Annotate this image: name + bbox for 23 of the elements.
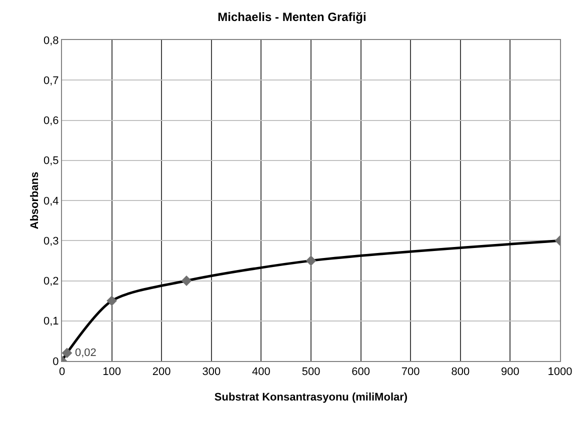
x-tick-label: 200 bbox=[152, 366, 171, 378]
y-tick-label: 0,6 bbox=[44, 115, 59, 128]
x-tick-label: 600 bbox=[352, 366, 370, 378]
y-tick-label: 0,4 bbox=[44, 195, 59, 208]
x-tick-label: 500 bbox=[302, 366, 320, 378]
y-tick-label: 0,5 bbox=[44, 155, 59, 168]
x-axis-title: Substrat Konsantrasyonu (miliMolar) bbox=[214, 391, 408, 404]
x-tick-label: 700 bbox=[401, 366, 420, 378]
y-tick-label: 0 bbox=[52, 356, 59, 368]
data-label: 0,02 bbox=[75, 347, 96, 359]
x-tick-label: 900 bbox=[501, 366, 520, 378]
x-tick-label: 100 bbox=[102, 366, 121, 378]
y-tick-label: 0,8 bbox=[44, 34, 59, 47]
y-tick-label: 0,1 bbox=[44, 316, 59, 328]
x-tick-label: 400 bbox=[252, 366, 270, 378]
x-tick-label: 1000 bbox=[548, 366, 572, 378]
x-tick-label: 300 bbox=[202, 366, 221, 378]
chart-title: Michaelis - Menten Grafiği bbox=[218, 10, 366, 24]
y-tick-label: 0,2 bbox=[44, 276, 59, 288]
y-axis-title: Absorbans bbox=[29, 172, 42, 230]
x-tick-label: 800 bbox=[451, 366, 470, 378]
y-tick-label: 0,7 bbox=[44, 74, 59, 87]
y-tick-label: 0,3 bbox=[44, 235, 59, 248]
